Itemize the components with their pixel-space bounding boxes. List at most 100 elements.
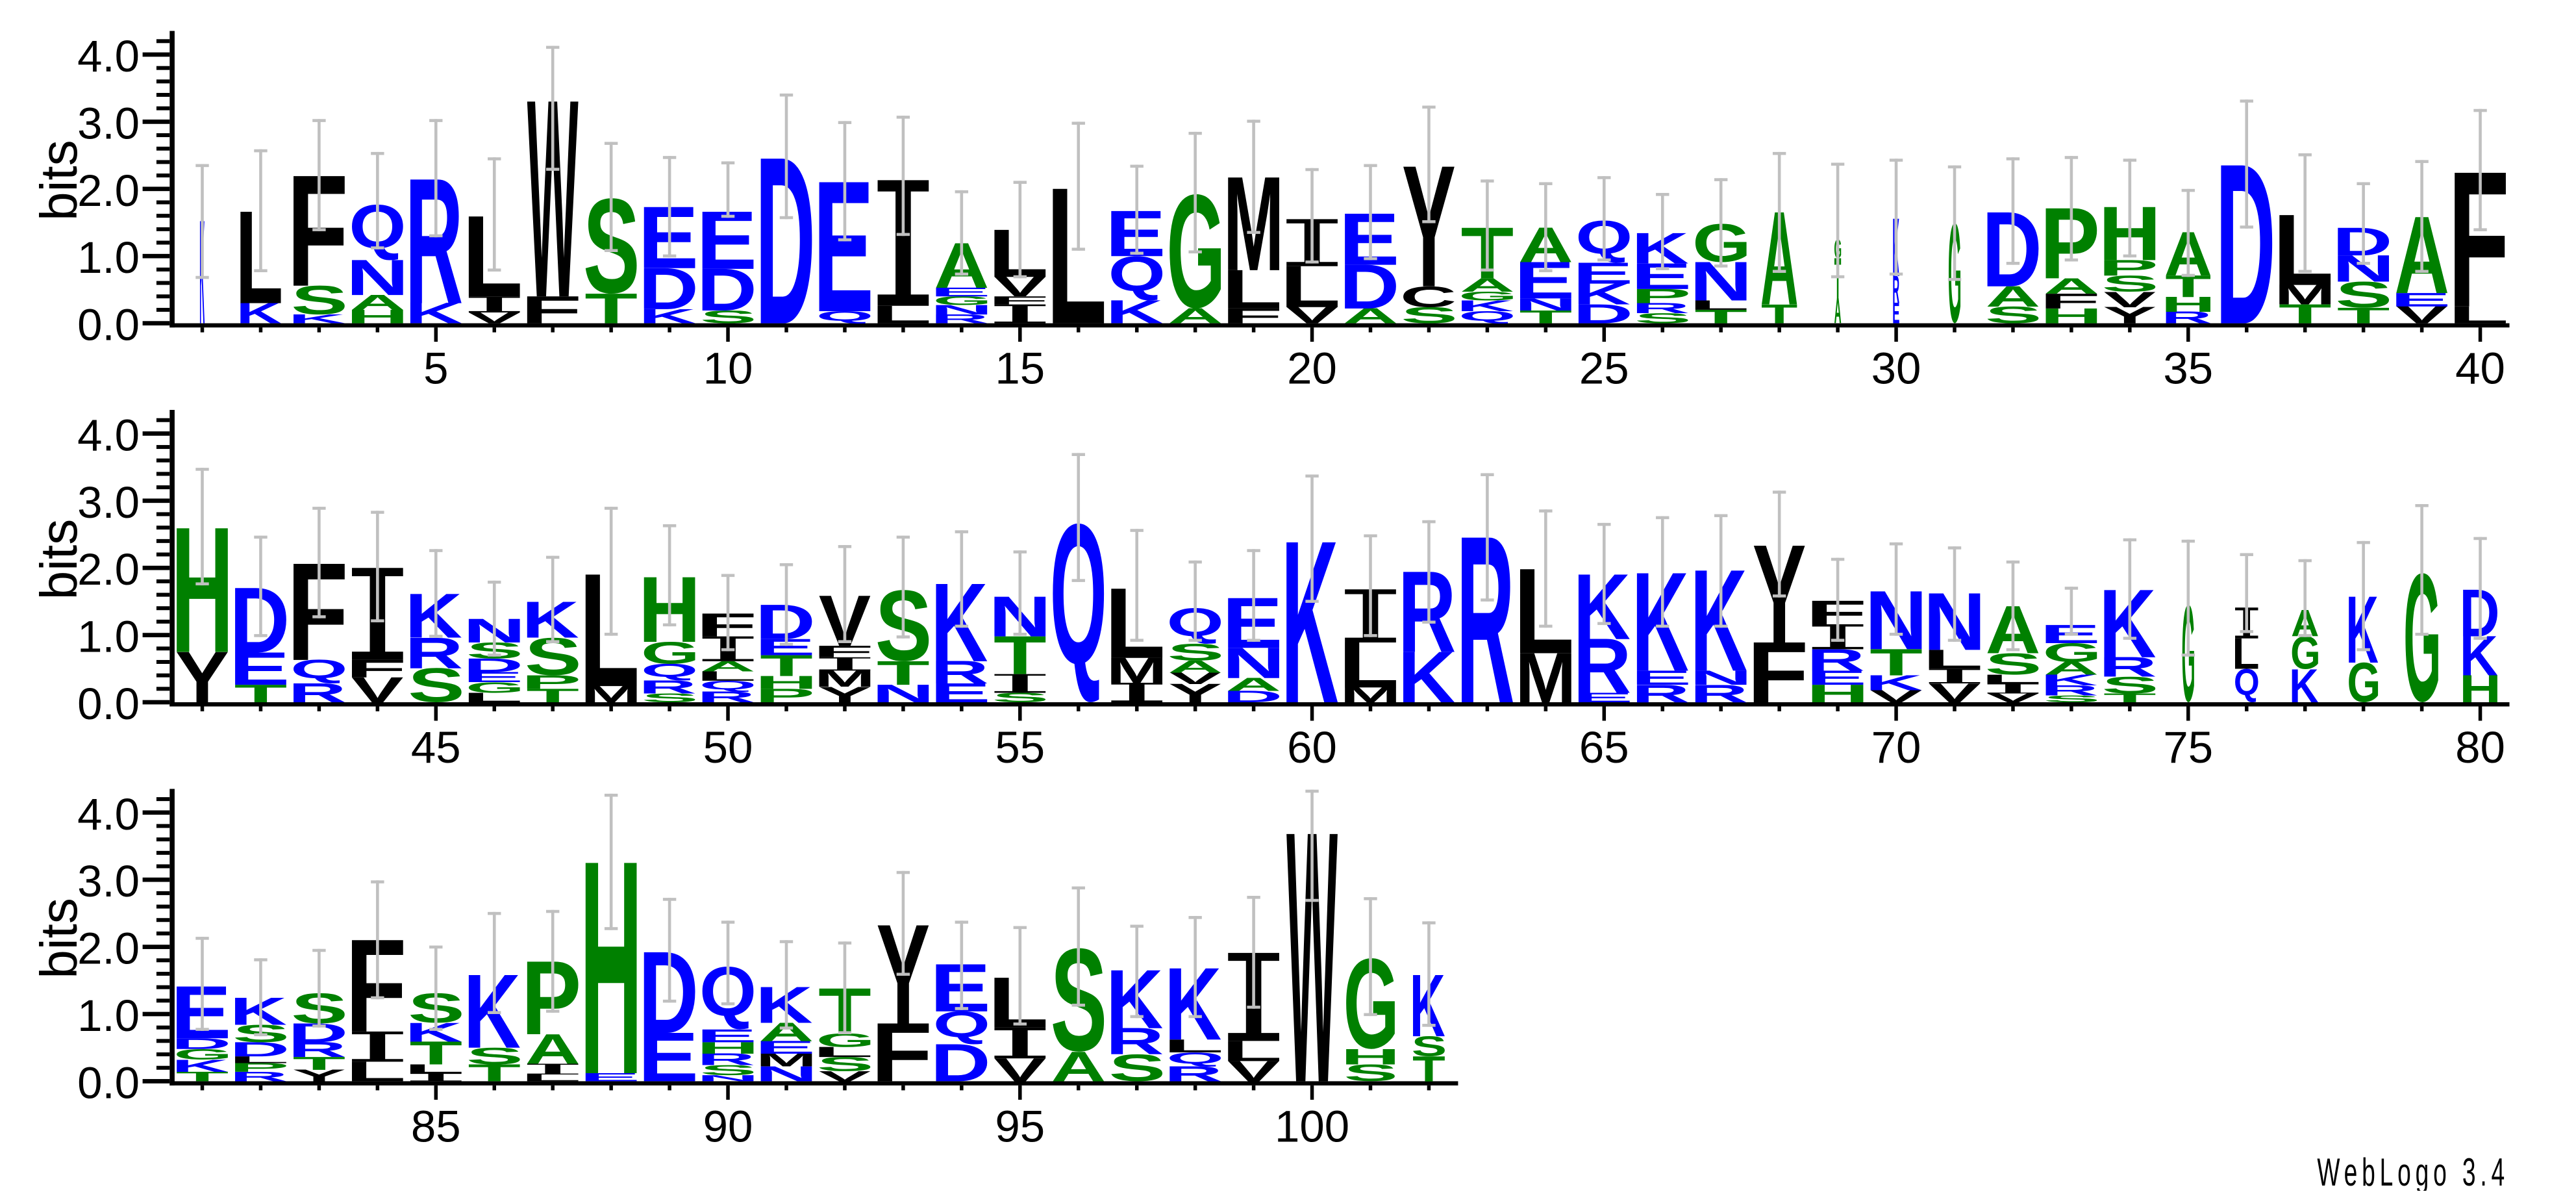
- svg-text:N: N: [931, 302, 994, 317]
- svg-text:70: 70: [1871, 722, 1921, 772]
- svg-text:G: G: [466, 679, 525, 696]
- svg-text:3.0: 3.0: [77, 477, 140, 527]
- svg-text:L: L: [1981, 672, 2042, 687]
- svg-text:Y: Y: [2103, 302, 2157, 328]
- svg-text:S: S: [1412, 1030, 1447, 1062]
- svg-text:F: F: [1747, 624, 1808, 721]
- svg-text:L: L: [2273, 193, 2334, 307]
- svg-text:K: K: [1398, 636, 1455, 718]
- svg-text:N: N: [346, 249, 409, 306]
- svg-text:R: R: [931, 654, 989, 691]
- svg-text:K: K: [230, 990, 287, 1034]
- svg-text:F: F: [345, 912, 407, 1060]
- svg-text:R: R: [931, 312, 989, 326]
- svg-text:2.0: 2.0: [77, 166, 140, 216]
- svg-text:N: N: [1222, 639, 1285, 687]
- svg-text:M: M: [1340, 683, 1401, 707]
- svg-text:M: M: [1515, 637, 1576, 717]
- svg-text:H: H: [346, 305, 409, 327]
- svg-text:R: R: [288, 1038, 347, 1062]
- svg-text:L: L: [695, 668, 757, 683]
- svg-text:E: E: [229, 642, 290, 695]
- svg-text:L: L: [462, 192, 523, 322]
- svg-text:R: R: [697, 1050, 755, 1069]
- svg-text:A: A: [1051, 1043, 1106, 1091]
- svg-text:T: T: [526, 685, 579, 707]
- svg-text:S: S: [1985, 302, 2042, 329]
- svg-text:A: A: [1168, 657, 1223, 676]
- svg-text:T: T: [760, 649, 813, 683]
- svg-text:K: K: [2040, 671, 2097, 689]
- svg-text:T: T: [234, 680, 288, 708]
- svg-text:N: N: [1690, 667, 1753, 689]
- svg-text:G: G: [2347, 652, 2381, 714]
- svg-text:T: T: [1519, 307, 1573, 327]
- svg-text:R: R: [1398, 547, 1457, 677]
- svg-text:S: S: [2102, 271, 2159, 296]
- svg-text:E: E: [638, 1018, 699, 1097]
- svg-text:M: M: [756, 1050, 817, 1071]
- svg-text:F: F: [1805, 593, 1867, 631]
- svg-text:M: M: [2275, 279, 2336, 311]
- svg-text:T: T: [2279, 298, 2332, 329]
- svg-text:S: S: [2335, 274, 2392, 316]
- svg-text:A: A: [1168, 304, 1223, 328]
- svg-text:E: E: [755, 1037, 816, 1058]
- svg-text:C: C: [1400, 281, 1457, 313]
- svg-text:95: 95: [995, 1101, 1045, 1151]
- svg-text:T: T: [409, 1035, 462, 1072]
- svg-text:E: E: [2390, 289, 2451, 311]
- svg-text:G: G: [2043, 638, 2102, 668]
- svg-text:R: R: [288, 678, 347, 708]
- svg-text:2.0: 2.0: [77, 924, 140, 974]
- svg-text:L: L: [812, 1044, 873, 1060]
- svg-text:S: S: [1109, 1047, 1166, 1089]
- svg-text:85: 85: [411, 1101, 461, 1151]
- svg-text:T: T: [877, 654, 930, 692]
- svg-text:N: N: [872, 680, 935, 708]
- svg-text:G: G: [933, 294, 992, 307]
- svg-text:D: D: [931, 1032, 991, 1093]
- svg-text:60: 60: [1287, 722, 1337, 772]
- svg-text:F: F: [988, 294, 1049, 307]
- svg-text:Q: Q: [641, 660, 698, 681]
- svg-text:L: L: [404, 1061, 465, 1076]
- svg-text:L: L: [579, 540, 640, 720]
- svg-text:H: H: [2161, 293, 2216, 317]
- svg-text:N: N: [1514, 295, 1577, 314]
- svg-text:Y: Y: [292, 1066, 346, 1085]
- svg-text:S: S: [1401, 303, 1458, 328]
- svg-text:V: V: [1870, 687, 1922, 706]
- svg-text:0.0: 0.0: [77, 1058, 140, 1108]
- svg-text:R: R: [1106, 1020, 1164, 1063]
- svg-text:25: 25: [1579, 344, 1629, 394]
- svg-text:T: T: [1412, 1048, 1445, 1089]
- svg-text:bits: bits: [30, 519, 88, 600]
- svg-text:D: D: [697, 255, 757, 324]
- svg-text:H: H: [2459, 667, 2501, 711]
- svg-text:T: T: [293, 1053, 346, 1074]
- svg-text:L: L: [988, 963, 1049, 1043]
- svg-text:Q: Q: [699, 678, 757, 691]
- svg-text:K: K: [1632, 224, 1689, 273]
- svg-text:K: K: [288, 312, 345, 326]
- svg-text:T: T: [1694, 305, 1747, 327]
- svg-text:30: 30: [1871, 344, 1921, 394]
- svg-text:0.0: 0.0: [77, 679, 140, 729]
- svg-text:S: S: [2044, 694, 2101, 704]
- svg-text:L: L: [1221, 259, 1282, 320]
- svg-text:L: L: [988, 215, 1049, 292]
- svg-text:R: R: [1892, 268, 1899, 312]
- svg-text:0.0: 0.0: [77, 300, 140, 350]
- svg-text:V: V: [2104, 287, 2156, 312]
- svg-text:L: L: [462, 690, 523, 705]
- svg-text:F: F: [1221, 304, 1283, 328]
- svg-text:5: 5: [423, 344, 448, 394]
- svg-text:A: A: [1343, 304, 1398, 328]
- svg-text:K: K: [1281, 492, 1338, 752]
- svg-text:V: V: [819, 1068, 871, 1084]
- svg-text:R: R: [1690, 680, 1749, 708]
- svg-text:R: R: [2040, 682, 2099, 698]
- svg-text:H: H: [2040, 304, 2103, 328]
- svg-text:P: P: [229, 1060, 290, 1074]
